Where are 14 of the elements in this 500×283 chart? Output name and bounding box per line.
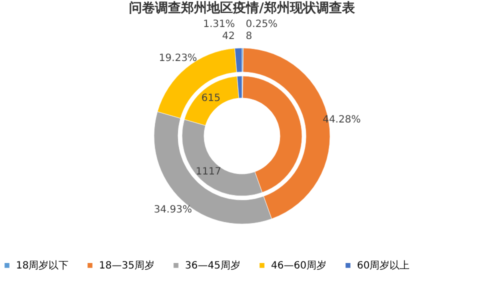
data-label: 42 <box>222 31 235 42</box>
legend-label: 46—60周岁 <box>271 259 326 272</box>
legend-label: 36—45周岁 <box>185 259 240 272</box>
data-label: 1117 <box>196 166 222 178</box>
data-label: 615 <box>201 93 220 104</box>
legend-label: 18—35周岁 <box>99 259 154 272</box>
legend-label: 60周岁以上 <box>357 259 410 272</box>
data-label: 19.23% <box>158 52 198 64</box>
legend-label: 18周岁以下 <box>16 259 69 272</box>
data-label: 1.31% <box>203 19 235 30</box>
data-label: 0.25% <box>246 19 278 30</box>
data-label: 8 <box>246 31 252 42</box>
data-label: 34.93% <box>154 204 192 216</box>
chart-title: 问卷调查郑州地区疫情/郑州现状调查表 <box>129 0 356 16</box>
